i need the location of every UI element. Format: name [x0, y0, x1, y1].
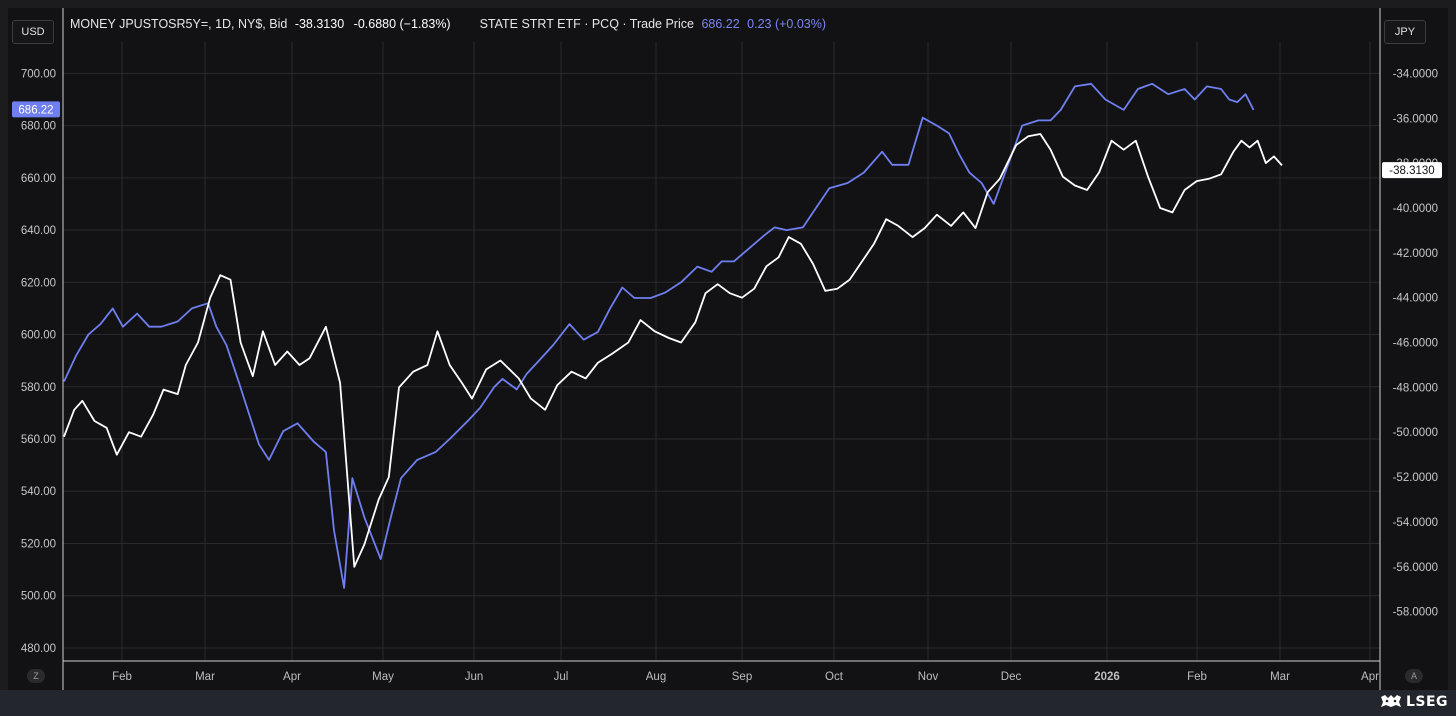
series1-name[interactable]: MONEY JPUSTOSR5Y=, 1D, NY$, Bid: [70, 17, 288, 31]
x-tick-label: Oct: [825, 671, 844, 683]
left-axis-tick-label: 680.00: [21, 121, 56, 133]
left-axis-tick-label: 560.00: [21, 434, 56, 446]
brand-name: LSEG: [1405, 694, 1448, 710]
left-axis-tick-label: 520.00: [21, 538, 56, 550]
series1-last-value: -38.3130: [294, 17, 345, 31]
x-tick-label: 2026: [1094, 671, 1120, 683]
left-axis-tick-label: 540.00: [21, 486, 56, 498]
left-axis-tick-label: 660.00: [21, 173, 56, 185]
x-tick-label: Feb: [112, 671, 132, 683]
x-tick-label: Apr: [1361, 671, 1379, 683]
chart-legend: MONEY JPUSTOSR5Y=, 1D, NY$, Bid -38.3130…: [70, 17, 830, 31]
x-tick-label: May: [372, 671, 394, 683]
chart-panel: Feb Mar Apr May Jun Jul Aug Sep Oct Nov Dec 2026 Feb…: [8, 8, 1448, 690]
x-tick-label: Dec: [1001, 671, 1022, 683]
right-axis-tick-label: -54.0000: [1393, 517, 1438, 529]
left-axis-tick-label: 580.00: [21, 382, 56, 394]
footer-bar: LSEG: [0, 690, 1456, 716]
series-line-jpustosr5y: [63, 133, 1283, 568]
right-axis-tick-label: -48.0000: [1393, 382, 1438, 394]
right-axis-tick-label: -42.0000: [1393, 248, 1438, 260]
zoom-reset-button[interactable]: Z: [27, 669, 45, 683]
right-axis-tick-label: -44.0000: [1393, 293, 1438, 305]
x-tick-label: Jul: [554, 671, 569, 683]
left-axis-tick-label: 640.00: [21, 225, 56, 237]
right-axis-tick-label: -36.0000: [1393, 113, 1438, 125]
series1-change: -0.6880 (−1.83%): [353, 17, 451, 31]
right-axis-tick-label: -34.0000: [1393, 68, 1438, 80]
series2-change: 0.23 (+0.03%): [747, 17, 827, 31]
x-tick-label: Aug: [646, 671, 666, 683]
left-axis-tick-label: 620.00: [21, 277, 56, 289]
right-last-value-label: -38.3130: [1389, 165, 1434, 177]
series2-name[interactable]: STATE STRT ETF · PCQ · Trade Price: [479, 17, 694, 31]
left-currency-button[interactable]: USD: [12, 20, 54, 44]
right-axis-tick-label: -52.0000: [1393, 472, 1438, 484]
right-axis-tick-label: -50.0000: [1393, 427, 1438, 439]
right-axis-tick-label: -56.0000: [1393, 562, 1438, 574]
x-tick-label: Jun: [465, 671, 484, 683]
x-tick-label: Mar: [195, 671, 215, 683]
x-tick-label: Mar: [1270, 671, 1290, 683]
right-axis-tick-label: -40.0000: [1393, 203, 1438, 215]
right-axis-tick-label: -58.0000: [1393, 607, 1438, 619]
series2-last-value: 686.22: [701, 17, 740, 31]
series-line-pcq: [63, 82, 1255, 589]
auto-scale-button[interactable]: A: [1405, 669, 1423, 683]
x-tick-label: Nov: [918, 671, 939, 683]
left-axis-tick-label: 500.00: [21, 591, 56, 603]
right-axis-tick-label: -46.0000: [1393, 338, 1438, 350]
right-currency-button[interactable]: JPY: [1384, 20, 1426, 44]
x-tick-label: Sep: [732, 671, 752, 683]
x-tick-label: Apr: [283, 671, 301, 683]
brand-logo: LSEG: [1380, 694, 1448, 710]
lseg-mark-icon: [1380, 695, 1401, 707]
left-last-value-label: 686.22: [18, 104, 53, 116]
left-axis-tick-label: 480.00: [21, 643, 56, 655]
left-axis-tick-label: 600.00: [21, 330, 56, 342]
chart-canvas[interactable]: Feb Mar Apr May Jun Jul Aug Sep Oct Nov Dec 2026 Feb…: [8, 8, 1448, 690]
right-last-value-tag: [1382, 162, 1442, 179]
left-axis-tick-label: 700.00: [21, 68, 56, 80]
left-last-value-tag: [12, 101, 60, 118]
x-tick-label: Feb: [1187, 671, 1207, 683]
